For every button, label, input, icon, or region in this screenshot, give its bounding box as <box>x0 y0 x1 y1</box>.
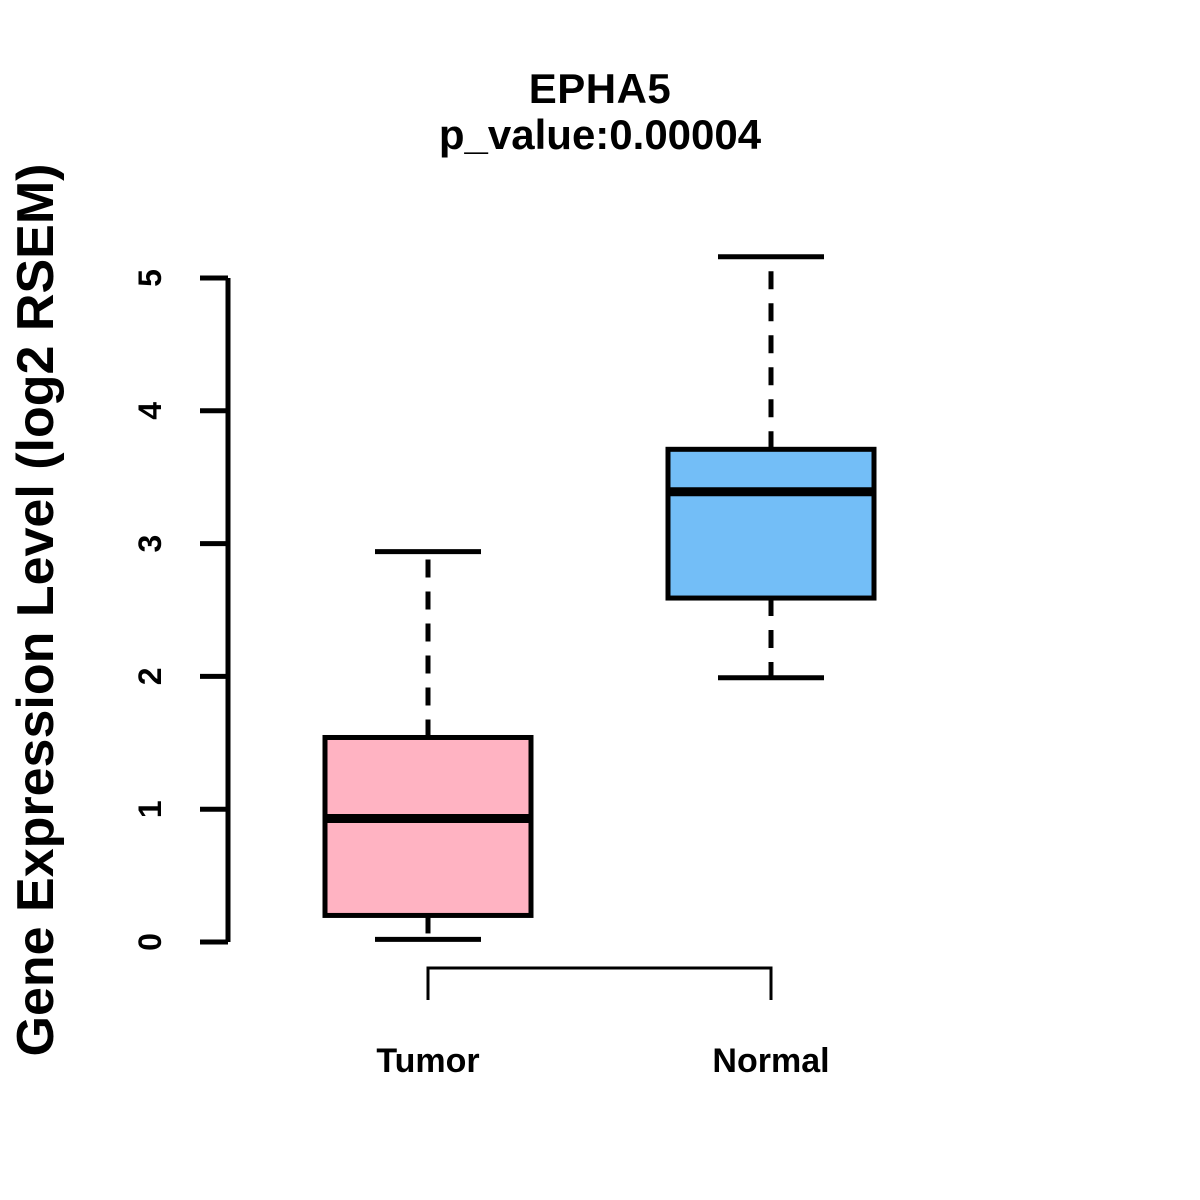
y-tick-label: 1 <box>132 800 168 818</box>
y-tick-label: 3 <box>132 535 168 553</box>
comparison-bracket <box>426 966 773 1000</box>
box-tumor <box>322 734 534 918</box>
x-label-tumor: Tumor <box>376 1042 479 1080</box>
x-label-normal: Normal <box>712 1042 829 1080</box>
y-tick-label: 0 <box>132 933 168 951</box>
chart-subtitle: p_value:0.00004 <box>438 111 762 158</box>
chart-title: EPHA5 <box>528 65 672 112</box>
y-tick-label: 4 <box>132 402 168 420</box>
box-normal <box>665 446 877 601</box>
y-tick-label: 5 <box>132 269 168 287</box>
y-tick-label: 2 <box>132 668 168 686</box>
